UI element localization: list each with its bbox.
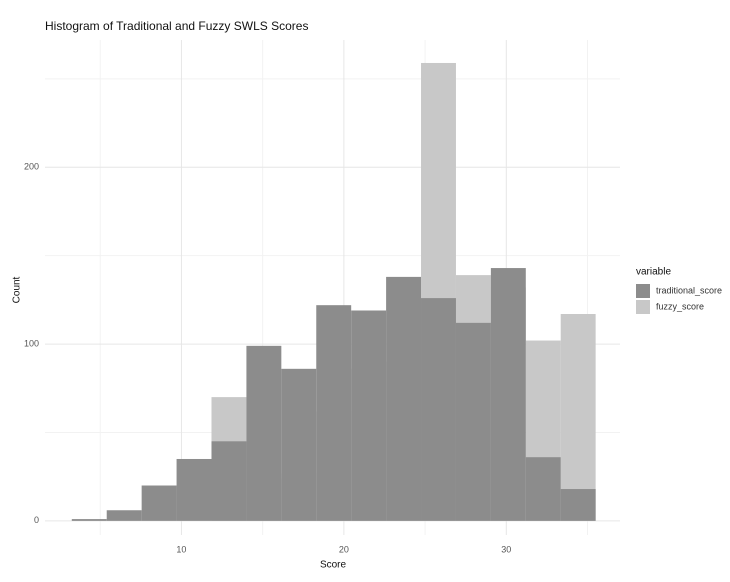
bar xyxy=(560,489,596,521)
legend-label: fuzzy_score xyxy=(656,301,704,311)
x-tick-label: 30 xyxy=(501,544,511,554)
y-tick-label: 200 xyxy=(24,162,39,172)
bar xyxy=(246,345,282,521)
chart-title: Histogram of Traditional and Fuzzy SWLS … xyxy=(45,19,308,33)
legend-swatch xyxy=(636,300,650,314)
bar xyxy=(560,314,596,521)
bar xyxy=(525,457,561,521)
x-tick-label: 20 xyxy=(339,544,349,554)
bar xyxy=(141,485,177,521)
bar xyxy=(176,458,212,521)
bar xyxy=(211,441,247,521)
y-tick-label: 100 xyxy=(24,338,39,348)
bar xyxy=(281,368,317,521)
legend-swatch xyxy=(636,284,650,298)
bar xyxy=(386,276,422,521)
x-tick-label: 10 xyxy=(176,544,186,554)
bar xyxy=(421,298,456,521)
x-axis-label: Score xyxy=(320,560,347,571)
bar xyxy=(490,268,526,521)
legend-title: variable xyxy=(636,267,671,278)
bar xyxy=(106,510,142,521)
bar xyxy=(71,519,107,521)
bar xyxy=(316,305,352,521)
y-tick-label: 0 xyxy=(34,515,39,525)
bar xyxy=(351,310,387,521)
y-axis-label: Count xyxy=(12,276,23,303)
bar xyxy=(455,322,491,521)
legend-label: traditional_score xyxy=(656,285,722,295)
